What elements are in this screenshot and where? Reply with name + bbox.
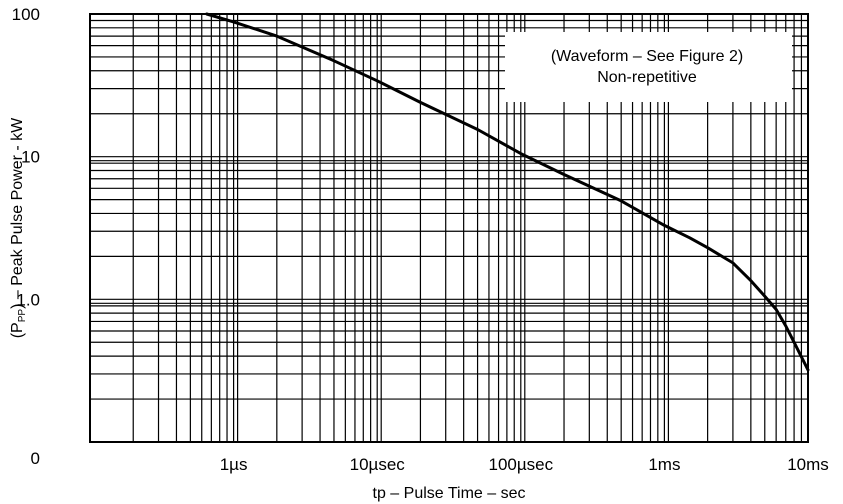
series-layer [205,12,810,372]
y-axis-label-suffix: ) – [9,286,26,309]
annotation-line-1: (Waveform – See Figure 2) [551,48,743,65]
x-tick-label: 10ms [787,455,829,474]
y-axis-label: (PPP) – Peak Pulse Power - kW [9,117,28,338]
y-tick-label: 100 [12,5,40,24]
x-tick-label: 10µsec [350,455,406,474]
series-line [205,12,810,372]
y-axis-label-main: Peak Pulse Power - kW [9,117,26,286]
grid-lines [90,14,808,442]
x-tick-label: 100µsec [488,455,553,474]
y-axis-label-subscript: PP [17,309,28,323]
annotation-line-2: Non-repetitive [597,69,697,86]
y-tick-label: 1.0 [16,290,40,309]
annotation-background [505,32,792,102]
y-tick-labels: 0 1.0 10 100 [12,5,40,468]
x-tick-label: 1µs [220,455,248,474]
x-axis-label: tp – Pulse Time – sec [373,485,526,502]
annotation-box: (Waveform – See Figure 2) Non-repetitive [505,32,792,102]
y-tick-label: 0 [31,449,40,468]
x-tick-labels: 1µs 10µsec 100µsec 1ms 10ms [220,455,829,474]
y-tick-label: 10 [21,148,40,167]
x-tick-label: 1ms [648,455,680,474]
plot-frame [89,13,809,443]
y-axis-label-prefix: (P [9,322,26,338]
